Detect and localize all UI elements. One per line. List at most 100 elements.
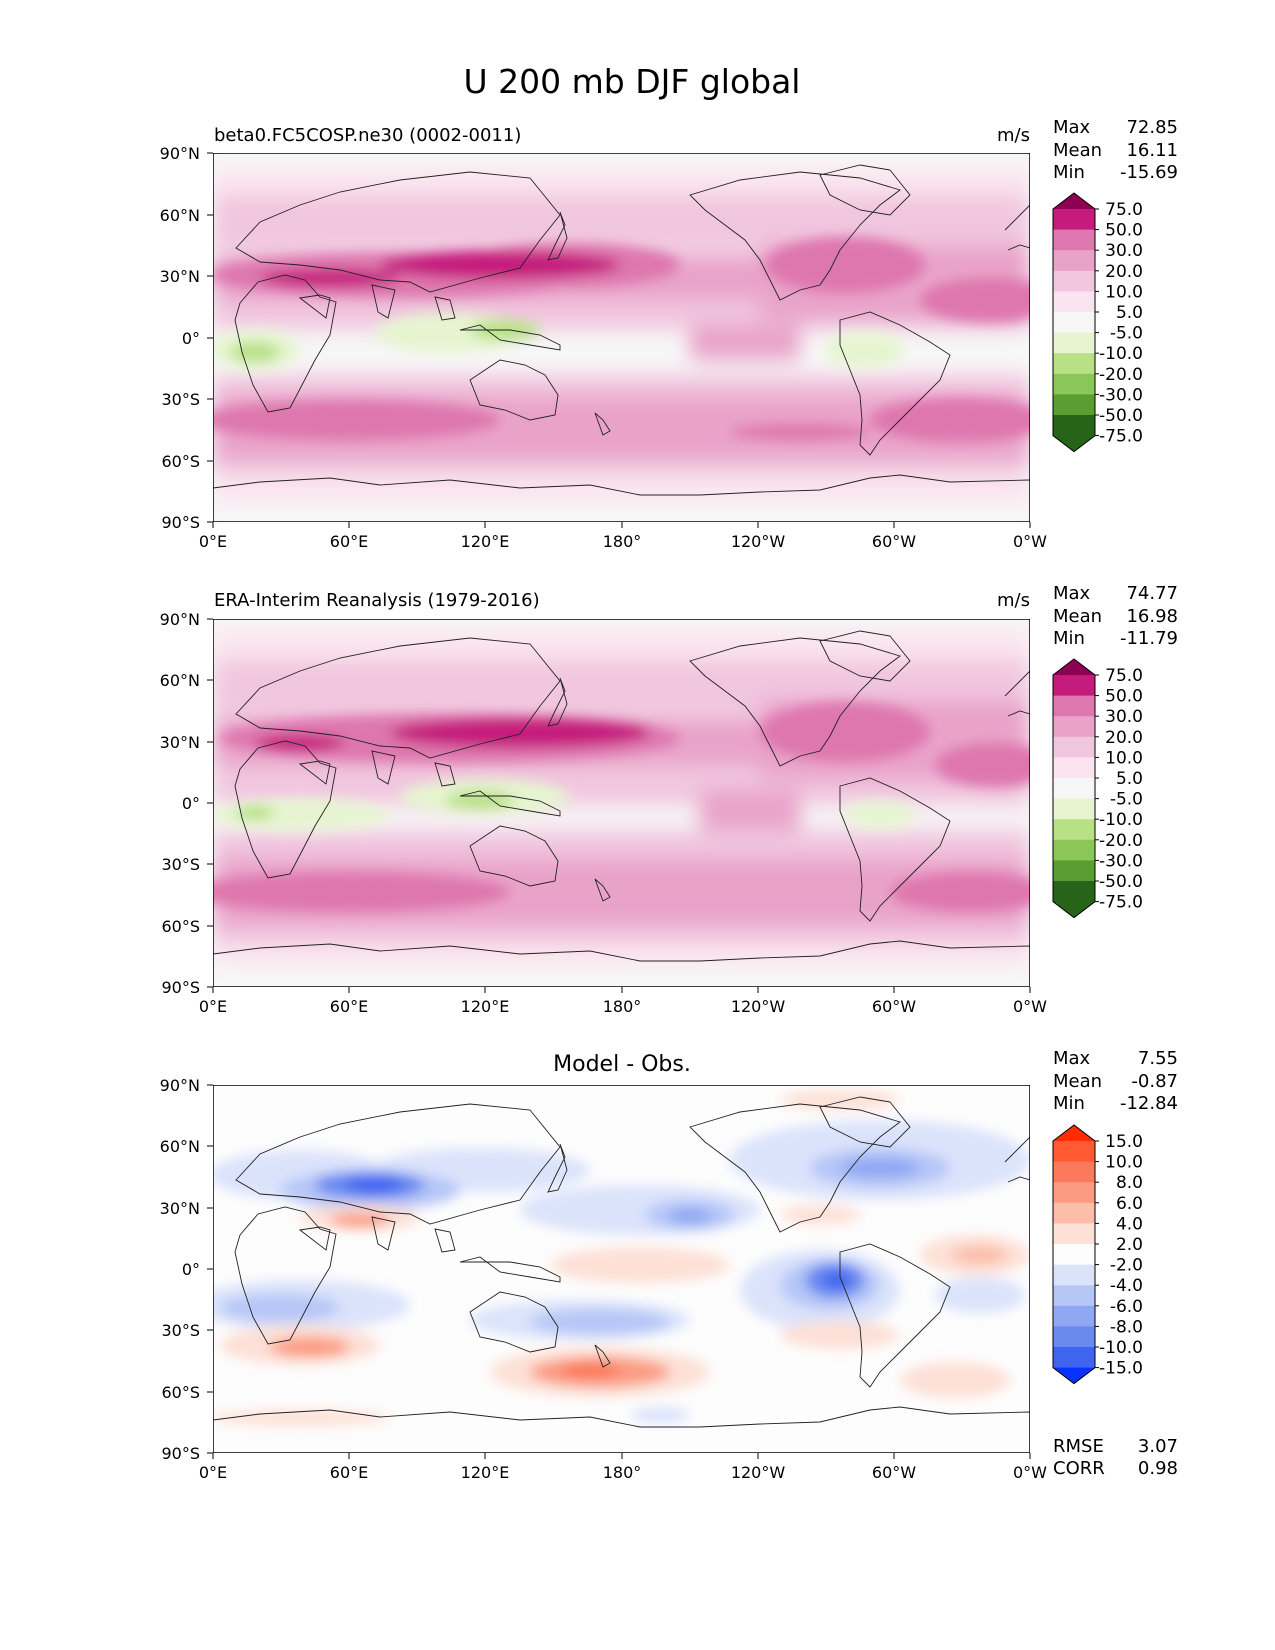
ytick-label: 30°S [161,1321,200,1340]
xtick-label: 120°W [731,997,786,1016]
colorbar-swatch [1053,839,1095,861]
max-value: 74.77 [1126,583,1178,604]
colorbar-label: 75.0 [1105,666,1143,686]
xtick-label: 120°W [731,1463,786,1482]
colorbar-label: 10.0 [1105,1153,1143,1173]
colorbar-swatch [1053,881,1095,903]
panel-difference-map [213,1085,1030,1453]
colorbar-swatch [1053,1223,1095,1245]
max-label: Max [1053,583,1091,604]
colorbar-label: 30.0 [1105,707,1143,727]
ytick-label: 90°S [161,978,200,997]
colorbar-swatch [1053,1182,1095,1204]
colorbar-label: -10.0 [1099,344,1143,364]
colorbar-extend-min [1053,435,1095,452]
xtick-label: 0°W [1013,1463,1047,1482]
xtick-label: 0°E [199,997,227,1016]
panel-reference-map [213,619,1030,987]
colorbar-label: 10.0 [1105,748,1143,768]
colorbar-swatch [1053,716,1095,738]
colorbar-swatch [1053,757,1095,779]
panel-reference-units: m/s [997,590,1030,611]
panel-difference-title: Model - Obs. [553,1052,691,1077]
xtick-label: 60°E [330,997,368,1016]
colorbar-label: -5.0 [1110,324,1143,344]
mean-label: Mean [1053,140,1102,161]
colorbar-swatch [1053,695,1095,717]
corr-value: 0.98 [1138,1458,1178,1479]
colorbar-swatch [1053,1326,1095,1348]
ytick-label: 90°S [161,513,200,532]
colorbar-swatch [1053,353,1095,375]
panel-test-units: m/s [997,125,1030,146]
xtick-label: 120°E [461,532,510,551]
colorbar-swatch [1053,394,1095,416]
xtick-label: 180° [603,1463,642,1482]
colorbar-swatch [1053,819,1095,841]
mean-label: Mean [1053,1071,1102,1092]
colorbar-label: 5.0 [1116,769,1143,789]
corr-label: CORR [1053,1458,1105,1479]
min-label: Min [1053,628,1085,649]
colorbar-label: 30.0 [1105,241,1143,261]
colorbar-swatch [1053,270,1095,292]
rmse-value: 3.07 [1138,1436,1178,1457]
panel-reference: ERA-Interim Reanalysis (1979-2016) m/s M… [160,583,1178,1016]
ytick-label: 60°S [161,917,200,936]
colorbar-swatch [1053,291,1095,313]
ytick-label: 30°N [160,267,200,286]
xtick-label: 180° [603,997,642,1016]
ytick-label: 90°S [161,1444,200,1463]
panel-test-yticks: 90°N 60°N 30°N 0° 30°S 60°S 90°S [160,144,213,532]
xtick-label: 0°W [1013,532,1047,551]
ytick-label: 0° [182,794,200,813]
colorbar-swatch [1053,312,1095,334]
panel-test-title: beta0.FC5COSP.ne30 (0002-0011) [214,125,521,146]
xtick-label: 60°W [872,997,916,1016]
panel-difference-colorbar: 15.010.08.06.04.02.0-2.0-4.0-6.0-8.0-10.… [1052,1124,1143,1385]
colorbar-label: 50.0 [1105,687,1143,707]
min-label: Min [1053,162,1085,183]
colorbar-swatch [1053,1244,1095,1266]
colorbar-label: 8.0 [1116,1173,1143,1193]
panel-reference-yticks: 90°N 60°N 30°N 0° 30°S 60°S 90°S [160,610,213,997]
colorbar-label: -20.0 [1099,831,1143,851]
colorbar-extend-min [1053,1367,1095,1384]
colorbar-extend-max [1053,1125,1095,1141]
colorbar-swatch [1053,1141,1095,1163]
panel-difference: Model - Obs. Max 7.55 Mean -0.87 Min -12… [160,1048,1178,1482]
colorbar-swatch [1053,1347,1095,1369]
min-value: -11.79 [1120,628,1178,649]
colorbar-swatch [1053,860,1095,882]
ytick-label: 90°N [160,144,200,163]
colorbar-label: 50.0 [1105,221,1143,241]
xtick-label: 120°E [461,997,510,1016]
panel-difference-stats: Max 7.55 Mean -0.87 Min -12.84 [1053,1048,1178,1114]
colorbar-swatch [1053,1161,1095,1183]
xtick-label: 60°E [330,532,368,551]
ytick-label: 30°N [160,733,200,752]
colorbar-label: -75.0 [1099,427,1143,447]
panel-difference-metrics: RMSE 3.07 CORR 0.98 [1053,1436,1178,1479]
colorbar-label: -8.0 [1110,1317,1143,1337]
colorbar-swatch [1053,250,1095,272]
max-label: Max [1053,117,1091,138]
colorbar-label: -6.0 [1110,1297,1143,1317]
colorbar-label: -30.0 [1099,385,1143,405]
max-value: 72.85 [1126,117,1178,138]
ytick-label: 0° [182,1260,200,1279]
colorbar-label: 20.0 [1105,728,1143,748]
mean-value: -0.87 [1131,1071,1178,1092]
rmse-label: RMSE [1053,1436,1104,1457]
colorbar-swatch [1053,736,1095,758]
colorbar-swatch [1053,675,1095,697]
xtick-label: 120°W [731,532,786,551]
colorbar-label: -50.0 [1099,872,1143,892]
panel-test-colorbar: 75.050.030.020.010.05.0-5.0-10.0-20.0-30… [1052,192,1143,453]
colorbar-label: -15.0 [1099,1359,1143,1379]
colorbar-swatch [1053,415,1095,437]
colorbar-label: 75.0 [1105,200,1143,220]
mean-value: 16.98 [1126,606,1178,627]
colorbar-label: -2.0 [1110,1256,1143,1276]
mean-label: Mean [1053,606,1102,627]
